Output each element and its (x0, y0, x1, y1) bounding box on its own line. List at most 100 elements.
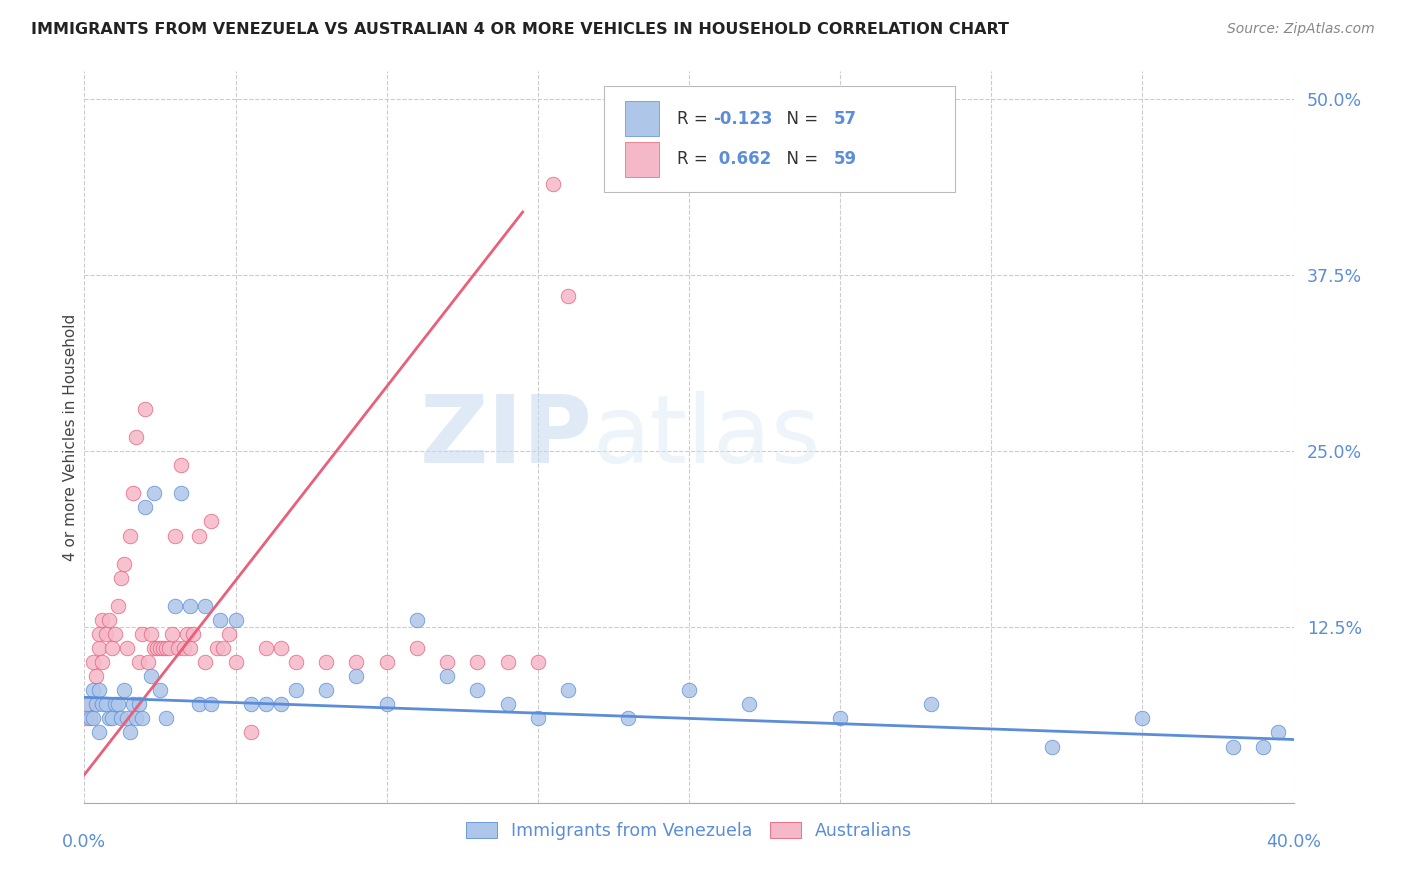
Point (1130, 711, 1153, 725)
Point (527, 711, 550, 725)
Point (125, 711, 148, 725)
Text: 57: 57 (834, 110, 858, 128)
Point (139, 627, 162, 641)
Text: 59: 59 (834, 150, 858, 168)
Point (94, 698, 117, 712)
Point (254, 641, 277, 656)
Point (541, 177, 564, 191)
Point (346, 669, 368, 683)
Point (315, 683, 337, 698)
Point (188, 528, 211, 542)
Point (149, 641, 172, 656)
Point (139, 669, 162, 683)
Point (82, 711, 104, 725)
Legend: Immigrants from Venezuela, Australians: Immigrants from Venezuela, Australians (458, 814, 920, 847)
Point (678, 683, 700, 698)
Point (170, 458, 193, 473)
Text: Source: ZipAtlas.com: Source: ZipAtlas.com (1227, 22, 1375, 37)
Point (121, 486, 143, 500)
Point (270, 698, 292, 712)
Point (920, 698, 942, 712)
Point (207, 641, 229, 656)
Text: N =: N = (776, 110, 824, 128)
FancyBboxPatch shape (605, 86, 955, 192)
Point (82, 655, 104, 669)
Point (1253, 739, 1275, 754)
Point (134, 500, 156, 515)
Point (218, 627, 240, 641)
Point (617, 711, 640, 725)
Point (194, 599, 217, 613)
Point (112, 683, 135, 698)
Point (107, 698, 129, 712)
Point (152, 641, 174, 656)
Point (738, 698, 761, 712)
Point (76, 698, 98, 712)
Point (79, 698, 101, 712)
Point (436, 655, 458, 669)
Text: IMMIGRANTS FROM VENEZUELA VS AUSTRALIAN 4 OR MORE VEHICLES IN HOUSEHOLD CORRELAT: IMMIGRANTS FROM VENEZUELA VS AUSTRALIAN … (31, 22, 1010, 37)
Point (467, 683, 489, 698)
Point (110, 711, 132, 725)
Point (89, 641, 111, 656)
Point (97, 613, 120, 627)
Point (100, 641, 122, 656)
Point (112, 557, 135, 571)
Point (285, 683, 308, 698)
Point (91, 655, 114, 669)
Point (830, 711, 852, 725)
Point (239, 725, 262, 739)
Point (115, 641, 138, 656)
Point (254, 698, 277, 712)
Point (82, 683, 104, 698)
Point (86, 669, 108, 683)
Point (285, 655, 308, 669)
Text: -0.123: -0.123 (713, 110, 773, 128)
Point (125, 430, 148, 444)
Point (194, 655, 217, 669)
Point (225, 655, 247, 669)
Point (121, 698, 143, 712)
Point (76, 711, 98, 725)
Point (118, 725, 141, 739)
Text: 0.662: 0.662 (713, 150, 772, 168)
Point (467, 655, 489, 669)
Point (104, 627, 127, 641)
Point (142, 641, 165, 656)
Point (110, 571, 132, 585)
Point (91, 698, 114, 712)
Point (128, 655, 150, 669)
Point (100, 711, 122, 725)
Point (89, 725, 111, 739)
Point (406, 613, 429, 627)
Point (149, 683, 172, 698)
Point (212, 641, 235, 656)
Point (89, 683, 111, 698)
FancyBboxPatch shape (624, 102, 659, 136)
Point (176, 627, 198, 641)
Point (128, 698, 150, 712)
Point (200, 698, 222, 712)
Point (315, 655, 337, 669)
Point (239, 698, 262, 712)
Point (165, 599, 187, 613)
Text: R =: R = (676, 150, 713, 168)
Point (496, 698, 519, 712)
Point (89, 627, 111, 641)
Point (155, 711, 177, 725)
Point (1222, 739, 1244, 754)
Text: atlas: atlas (592, 391, 821, 483)
Point (118, 528, 141, 542)
Point (496, 655, 519, 669)
Point (170, 486, 193, 500)
Point (1040, 739, 1063, 754)
Point (1267, 725, 1289, 739)
Point (527, 655, 550, 669)
Point (115, 711, 138, 725)
Point (188, 698, 211, 712)
Point (436, 669, 458, 683)
Text: ZIP: ZIP (419, 391, 592, 483)
Point (179, 599, 201, 613)
Point (157, 641, 180, 656)
Point (225, 613, 247, 627)
